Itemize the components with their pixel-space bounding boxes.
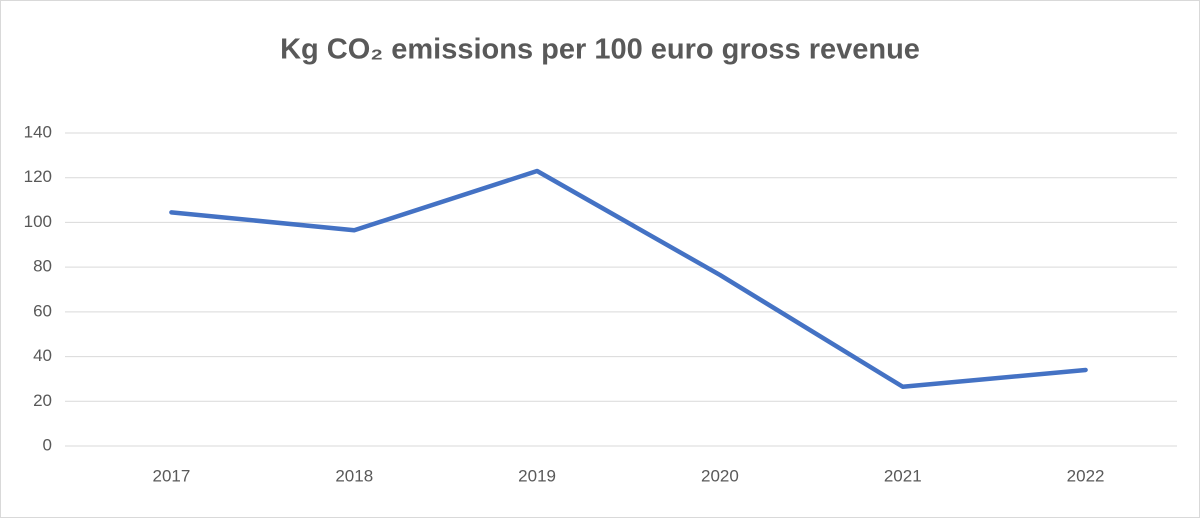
data-line bbox=[169, 168, 1088, 390]
y-tick-label: 0 bbox=[43, 435, 52, 454]
x-tick-label: 2019 bbox=[518, 466, 556, 485]
x-tick-label: 2020 bbox=[701, 466, 739, 485]
y-tick-label: 60 bbox=[33, 301, 52, 320]
y-tick-label: 100 bbox=[24, 212, 52, 231]
y-tick-label: 80 bbox=[33, 257, 52, 276]
y-tick-label: 40 bbox=[33, 346, 52, 365]
x-tick-label: 2021 bbox=[884, 466, 922, 485]
x-tick-label: 2017 bbox=[153, 466, 191, 485]
x-tick-label: 2018 bbox=[335, 466, 373, 485]
chart-title: Kg CO₂ emissions per 100 euro gross reve… bbox=[280, 34, 920, 66]
y-tick-label: 20 bbox=[33, 391, 52, 410]
y-tick-label: 140 bbox=[24, 122, 52, 141]
x-tick-label: 2022 bbox=[1067, 466, 1105, 485]
y-tick-label: 120 bbox=[24, 167, 52, 186]
